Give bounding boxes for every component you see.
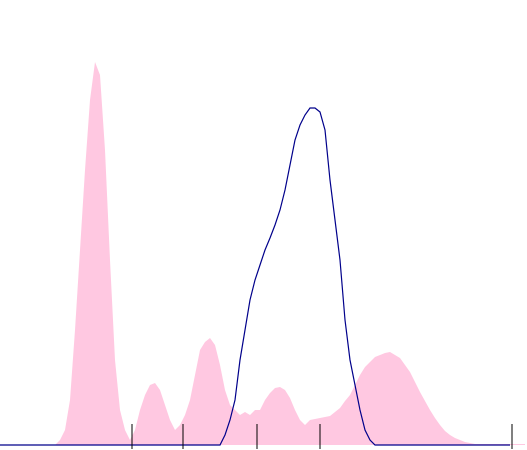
line (0, 107, 510, 446)
area (0, 62, 525, 445)
